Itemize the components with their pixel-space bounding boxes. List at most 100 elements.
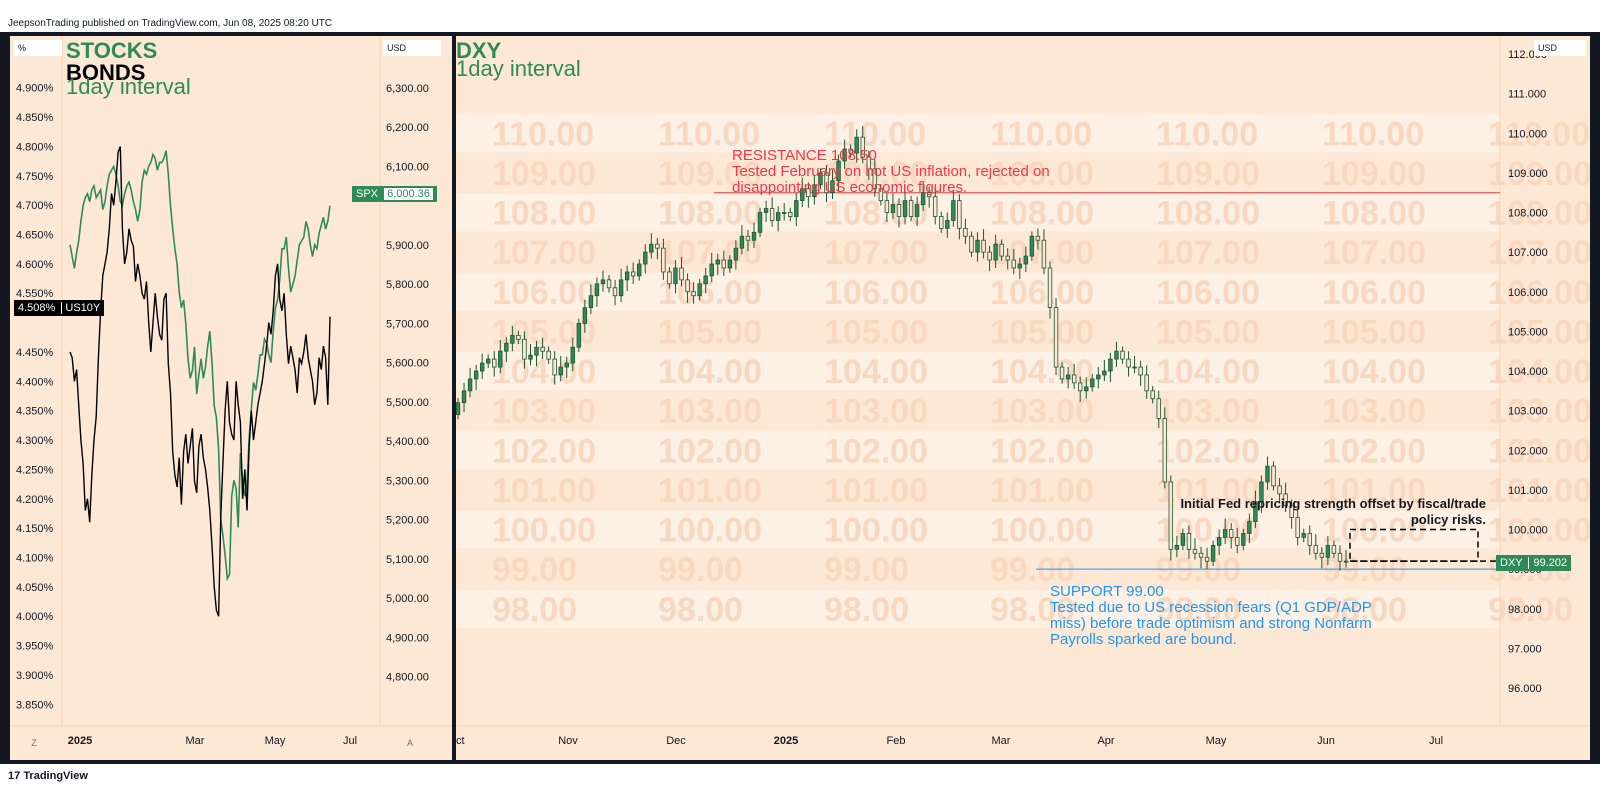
candle-body xyxy=(721,259,726,269)
watermark-level-text: 107.00 xyxy=(1156,234,1260,272)
yield-tick-label: 4.450% xyxy=(16,347,54,359)
candle-body xyxy=(685,279,690,293)
dxy-price-tag: DXY 99.202 xyxy=(1496,555,1572,571)
candle xyxy=(721,250,726,276)
candle xyxy=(1023,246,1029,272)
candle-body xyxy=(679,267,684,281)
note-line1: Initial Fed repricing strength offset by… xyxy=(1180,496,1486,511)
candle-body xyxy=(1011,259,1016,269)
candle xyxy=(1035,228,1041,250)
candle-body xyxy=(1198,552,1204,558)
candle-body xyxy=(1041,239,1047,269)
candle-body xyxy=(576,323,582,348)
watermark-level-text: 101.00 xyxy=(492,472,596,510)
candle xyxy=(1168,475,1174,561)
spx-tick-label: 5,700.00 xyxy=(386,318,429,330)
candle-body xyxy=(914,204,920,217)
candle xyxy=(1192,538,1198,560)
candle xyxy=(1216,529,1222,555)
candle xyxy=(1265,456,1270,490)
candle-body xyxy=(939,216,944,229)
candle-body xyxy=(782,212,787,214)
candle xyxy=(1090,374,1095,392)
watermark-level-text: 108.00 xyxy=(1322,195,1426,233)
us10y-tag-value: 4.508% xyxy=(18,302,56,314)
candle-body xyxy=(1229,529,1234,538)
yield-tick-label: 4.300% xyxy=(16,435,54,447)
candle-body xyxy=(969,235,974,253)
candle-body xyxy=(588,295,594,308)
watermark-level-text: 110.00 xyxy=(1322,115,1424,153)
watermark-level-text: 107.00 xyxy=(1488,234,1590,272)
candle-body xyxy=(582,307,588,324)
candle xyxy=(1198,546,1204,569)
tradingview-logo[interactable]: 17 TradingView xyxy=(8,770,88,782)
candle xyxy=(782,202,787,221)
candle xyxy=(522,331,527,369)
candle-body xyxy=(920,192,926,205)
yield-tick-label: 3.850% xyxy=(16,699,54,711)
dxy-tick-label: 105.000 xyxy=(1508,326,1548,338)
watermark-level-text: 101.00 xyxy=(1322,472,1426,510)
yield-tick-label: 4.850% xyxy=(16,112,54,124)
title-dxy: DXY xyxy=(456,38,502,63)
candle-body xyxy=(1144,374,1149,392)
candle-body xyxy=(1204,556,1210,562)
candle-body xyxy=(703,275,708,285)
watermark-level-text: 103.00 xyxy=(1156,393,1260,431)
candle-body xyxy=(1180,533,1186,546)
candle xyxy=(612,279,618,306)
stocks-bonds-pane[interactable]: 4.900% 4.850% 4.800% 4.750% 4.700% 4.650% 4.60… xyxy=(10,36,452,760)
candle xyxy=(1059,362,1065,384)
candle-body xyxy=(697,283,702,297)
dxy-x-tick-label: Jun xyxy=(1317,735,1335,747)
yield-tick-label: 4.200% xyxy=(16,494,54,506)
candle-body xyxy=(1053,307,1059,368)
candle-body xyxy=(1162,418,1167,483)
candle xyxy=(769,197,775,227)
candle xyxy=(1132,355,1137,374)
watermark-level-text: 105.00 xyxy=(824,313,928,351)
candle-body xyxy=(902,200,908,217)
watermark-level-text: 98.00 xyxy=(1488,591,1573,629)
candle xyxy=(564,356,569,379)
yield-tick-label: 4.600% xyxy=(16,259,54,271)
candle-body xyxy=(951,200,956,221)
spx-tick-label: 5,000.00 xyxy=(386,593,429,605)
watermark-level-text: 105.00 xyxy=(1156,313,1260,351)
candle-body xyxy=(818,172,823,186)
watermark-level-text: 104.00 xyxy=(1488,353,1590,391)
candle xyxy=(649,233,654,259)
watermark-level-text: 105.00 xyxy=(1322,313,1426,351)
resistance-line3: disappointing US economic figures. xyxy=(732,179,968,196)
candle-body xyxy=(1126,358,1131,368)
publish-info: JeepsonTrading published on TradingView.… xyxy=(8,18,333,29)
candle xyxy=(788,207,793,222)
candle xyxy=(993,234,998,268)
dxy-pane[interactable]: 110.00 110.00 110.00 110.00 110.00 110.00 110.… xyxy=(456,36,1590,760)
candle xyxy=(1156,390,1161,429)
spx-tick-label: 4,800.00 xyxy=(386,672,429,684)
candle xyxy=(1259,475,1264,513)
watermark-level-text: 110.00 xyxy=(658,115,760,153)
candle-body xyxy=(1102,370,1107,376)
candle xyxy=(1222,518,1228,544)
left-yaxis-strip xyxy=(10,36,62,760)
candle-body xyxy=(1343,560,1349,563)
watermark-level-text: 99.00 xyxy=(492,551,577,589)
spx-tick-label: 4,900.00 xyxy=(386,632,429,644)
candle-body xyxy=(794,200,799,217)
candle xyxy=(1319,546,1325,569)
watermark-level-text: 102.00 xyxy=(1156,432,1260,470)
watermark-level-text: 99.00 xyxy=(658,551,743,589)
candle-body xyxy=(739,235,745,249)
stocks-bonds-chart[interactable]: 4.900% 4.850% 4.800% 4.750% 4.700% 4.650% 4.60… xyxy=(10,36,452,760)
candle-body xyxy=(993,243,998,261)
candle xyxy=(570,337,575,371)
dxy-chart[interactable]: 110.00 110.00 110.00 110.00 110.00 110.00 110.… xyxy=(456,36,1590,760)
candle xyxy=(1229,523,1234,549)
candle-body xyxy=(1253,501,1258,522)
candle-body xyxy=(456,402,461,415)
watermark-level-text: 101.00 xyxy=(658,472,762,510)
candle xyxy=(1301,528,1306,543)
